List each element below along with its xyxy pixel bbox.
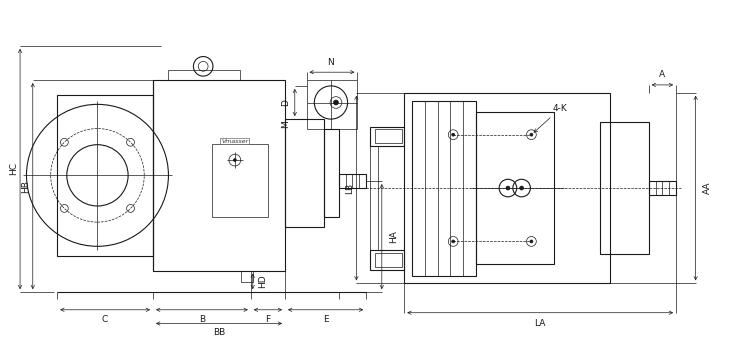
Bar [153,80,285,271]
Text: HA: HA [388,230,397,243]
Text: LB: LB [345,183,354,194]
Bar [412,101,476,276]
Text: C: C [102,315,108,324]
Text: M: M [281,120,290,128]
Bar [370,250,404,270]
Text: Vmasser: Vmasser [221,139,249,144]
Text: F: F [265,315,270,324]
Text: BB: BB [213,328,225,337]
Circle shape [452,240,455,243]
Bar [370,146,378,250]
Circle shape [530,240,533,243]
Bar [648,181,676,195]
Circle shape [233,159,236,161]
Bar [375,253,403,267]
Bar [476,112,554,264]
Text: HD: HD [258,275,267,288]
Text: HB: HB [22,180,31,193]
Text: A: A [660,70,666,79]
Bar [285,119,324,227]
Bar [241,271,252,282]
Text: E: E [323,315,329,324]
Bar [324,129,339,217]
Bar [339,174,366,188]
Text: D: D [281,99,290,106]
Bar [212,144,268,217]
Bar [251,271,285,292]
Bar [306,80,357,129]
Text: LA: LA [535,319,546,328]
Text: HC: HC [9,162,18,175]
Circle shape [506,186,510,190]
Circle shape [530,133,533,136]
Text: N: N [328,58,335,67]
Bar [167,70,241,80]
Text: AA: AA [702,182,711,194]
Circle shape [452,133,455,136]
Circle shape [333,100,338,105]
Text: B: B [199,315,205,324]
Bar [58,95,153,256]
Bar [404,93,610,284]
Text: 4-K: 4-K [534,104,568,132]
Bar [370,127,404,146]
Bar [375,130,403,143]
Bar [600,122,648,254]
Circle shape [520,186,524,190]
